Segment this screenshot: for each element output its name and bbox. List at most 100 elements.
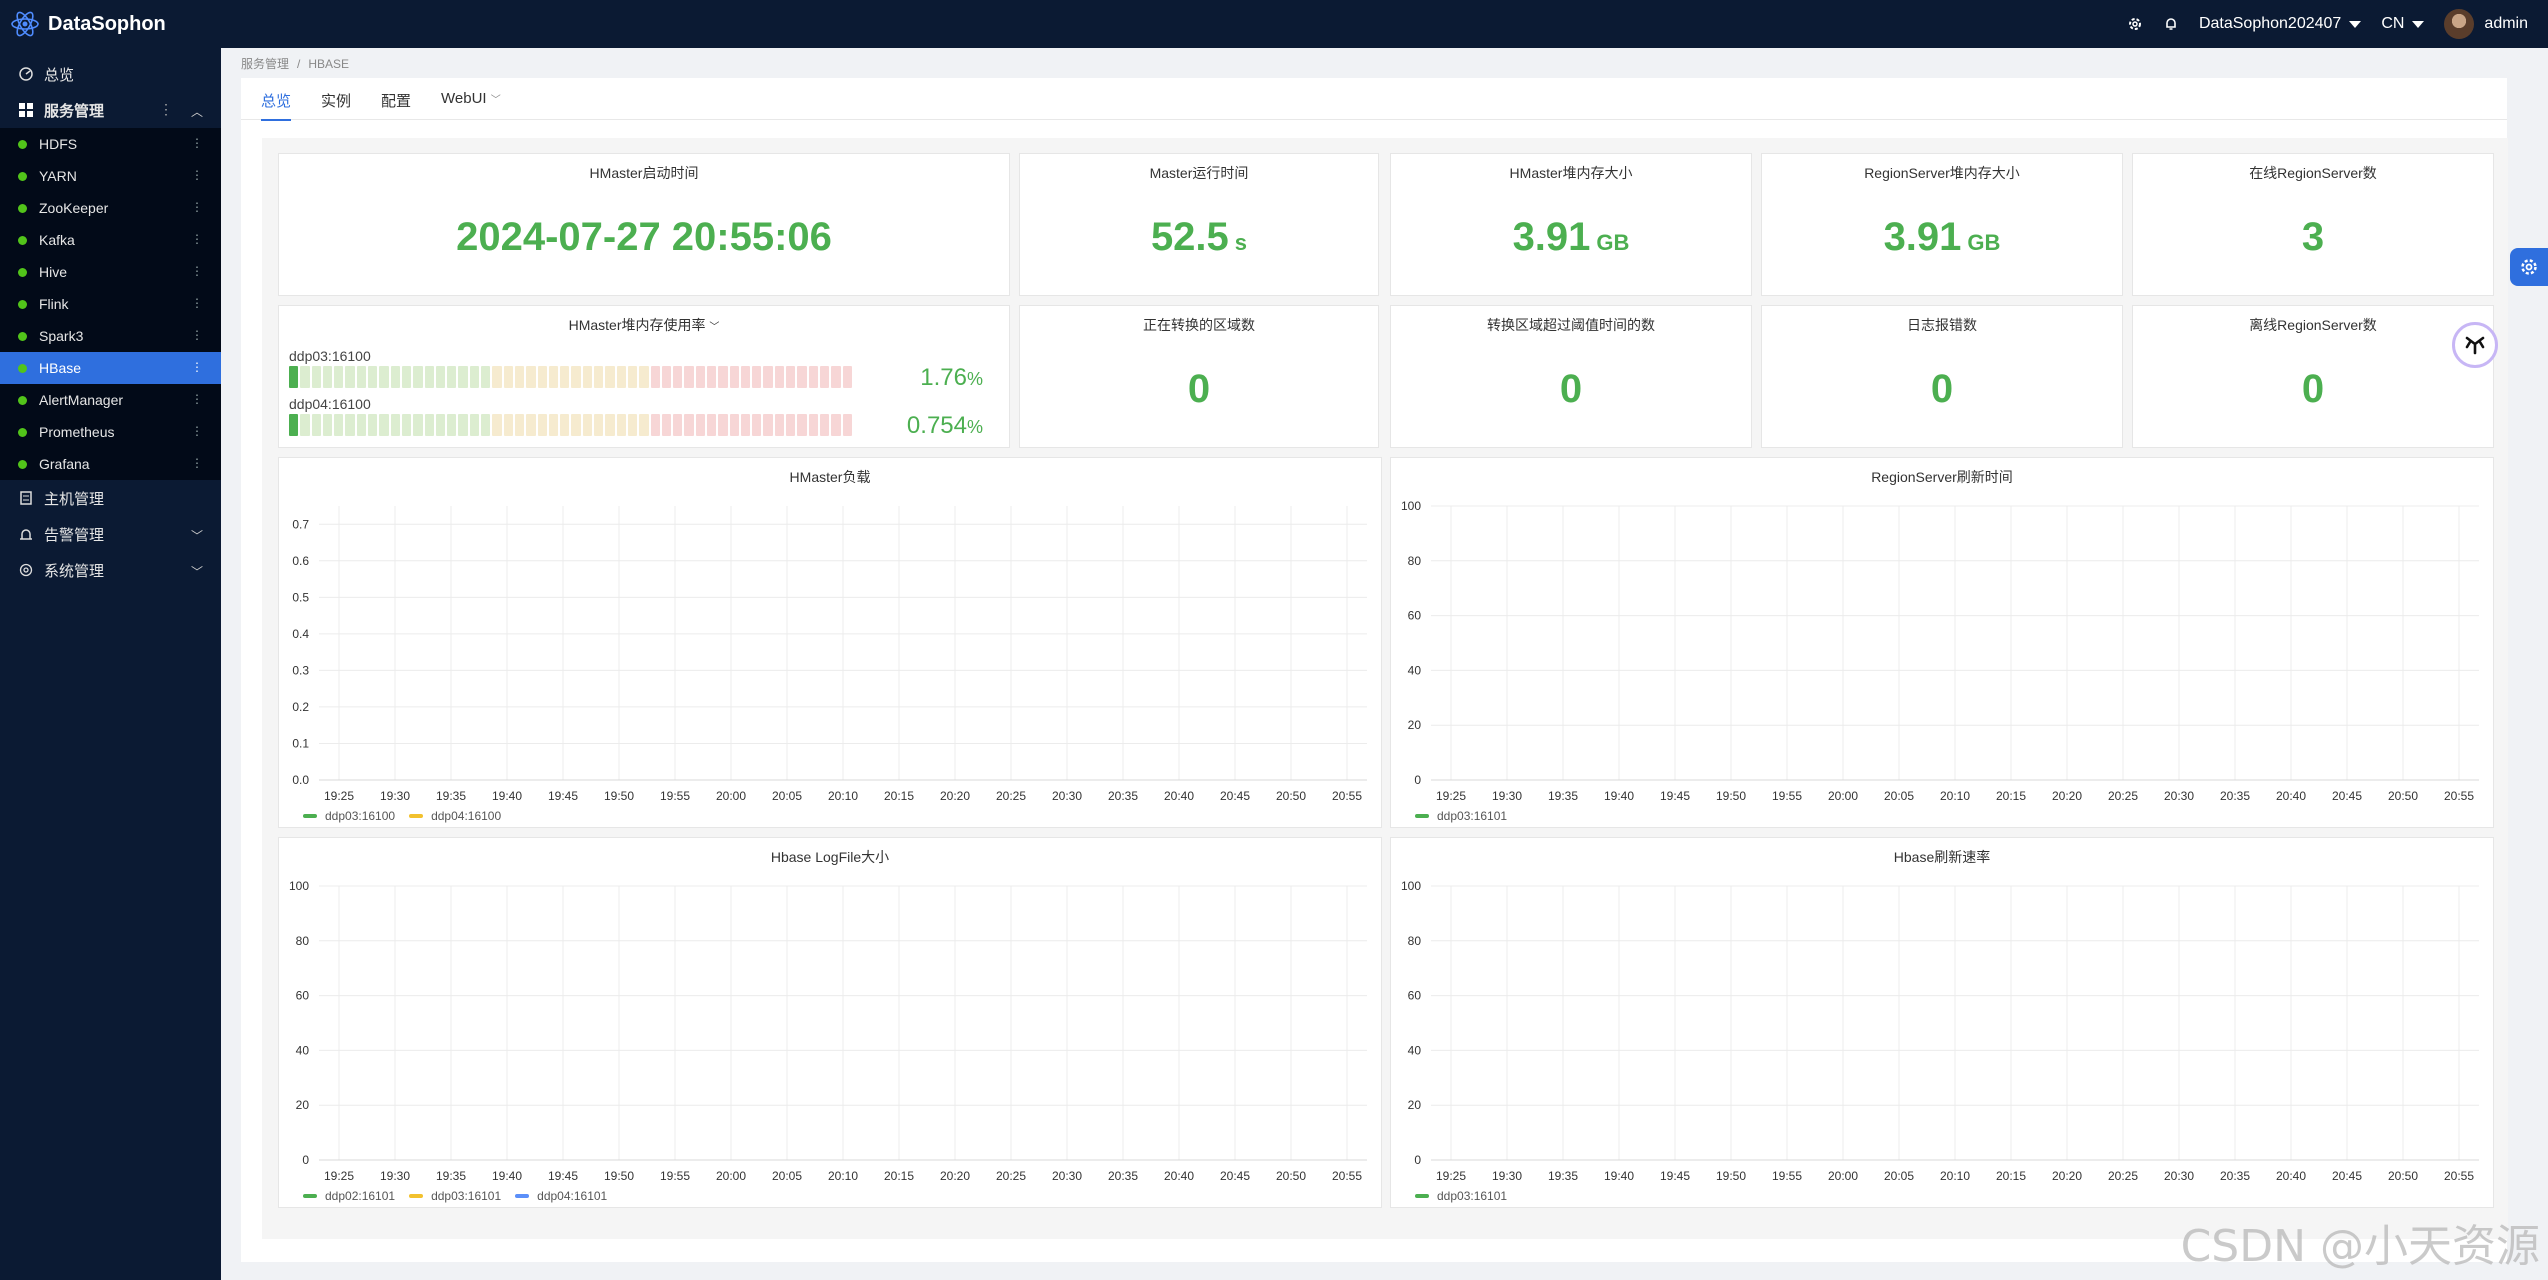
bar-segment xyxy=(356,414,367,436)
legend-item[interactable]: ddp04:16101 xyxy=(515,1189,607,1203)
y-tick-label: 0.0 xyxy=(292,773,309,787)
bell-icon[interactable] xyxy=(2163,16,2179,32)
more-vertical-icon[interactable]: ⋮ xyxy=(191,424,203,438)
bar-segment xyxy=(661,366,672,388)
sidebar-item-zookeeper[interactable]: ZooKeeper ⋮ xyxy=(0,192,221,224)
breadcrumb-parent[interactable]: 服务管理 xyxy=(241,57,290,71)
more-vertical-icon[interactable]: ⋮ xyxy=(191,392,203,406)
app-logo[interactable]: DataSophon xyxy=(0,9,221,39)
status-dot xyxy=(18,299,27,309)
cluster-selector[interactable]: DataSophon202407 xyxy=(2199,15,2362,33)
assistant-button[interactable] xyxy=(2452,322,2498,368)
active-tab-indicator xyxy=(261,119,291,121)
legend-label: ddp04:16101 xyxy=(537,1189,608,1203)
chart-legend[interactable]: ddp03:16101 xyxy=(1415,1189,1521,1203)
stat-number: 52.5 xyxy=(1150,215,1229,259)
x-tick-label: 20:00 xyxy=(1828,1169,1858,1183)
sidebar-item-spark3[interactable]: Spark3 ⋮ xyxy=(0,320,221,352)
chart-title: HMaster负载 xyxy=(789,469,871,485)
stat-value: 2024-07-27 20:55:06 xyxy=(456,215,832,259)
bar-segment xyxy=(537,414,547,436)
more-vertical-icon[interactable]: ⋮ xyxy=(191,360,203,374)
x-tick-label: 20:15 xyxy=(884,1169,914,1183)
bar-segment xyxy=(526,366,536,388)
service-label: Grafana xyxy=(39,456,90,472)
sidebar-item-prometheus[interactable]: Prometheus ⋮ xyxy=(0,416,221,448)
sidebar-item-flink[interactable]: Flink ⋮ xyxy=(0,288,221,320)
status-dot xyxy=(18,363,27,373)
x-tick-label: 19:25 xyxy=(324,789,354,803)
sidebar-item-label: 告警管理 xyxy=(44,526,105,544)
legend-item[interactable]: ddp03:16101 xyxy=(409,1189,501,1203)
bar-segment xyxy=(571,414,581,436)
card-title: RegionServer堆内存大小 xyxy=(1864,165,2020,181)
sidebar-item-hive[interactable]: Hive ⋮ xyxy=(0,256,221,288)
tab-webui[interactable]: WebUI ﹀ xyxy=(441,90,501,107)
language-selector[interactable]: CN xyxy=(2381,15,2425,33)
stat-card-offline-rs: 离线RegionServer数 0 xyxy=(2132,305,2494,448)
x-tick-label: 20:00 xyxy=(1828,789,1858,803)
more-vertical-icon[interactable]: ⋮ xyxy=(191,200,203,214)
sidebar-item-overview[interactable]: 总览 xyxy=(0,56,221,92)
bar-value: 1.76% xyxy=(920,364,983,392)
chart-legend[interactable]: ddp03:16100 ddp04:16100 xyxy=(303,809,515,823)
legend-label: ddp04:16100 xyxy=(431,809,502,823)
more-vertical-icon[interactable]: ⋮ xyxy=(159,101,173,117)
more-vertical-icon[interactable]: ⋮ xyxy=(191,456,203,470)
more-vertical-icon[interactable]: ⋮ xyxy=(191,168,203,182)
sidebar-item-host-management[interactable]: 主机管理 xyxy=(0,480,221,516)
sidebar-item-system-management[interactable]: 系统管理 ﹀ xyxy=(0,552,221,588)
breadcrumb: 服务管理 / HBASE xyxy=(241,57,350,71)
sidebar-item-alert-management[interactable]: 告警管理 ﹀ xyxy=(0,516,221,552)
chart-legend[interactable]: ddp02:16101 ddp03:16101 ddp04:16101 xyxy=(303,1189,621,1203)
sidebar-item-grafana[interactable]: Grafana ⋮ xyxy=(0,448,221,480)
sidebar-item-yarn[interactable]: YARN ⋮ xyxy=(0,160,221,192)
chevron-down-icon[interactable]: ﹀ xyxy=(190,529,203,543)
legend-item[interactable]: ddp04:16100 xyxy=(409,809,501,823)
chart-plot: 0 20 40 60 80 100 19:25 19:30 19:35 19:40 19:45 19:… xyxy=(1401,879,2479,1183)
bar-segment xyxy=(435,366,446,388)
x-tick-label: 20:05 xyxy=(1884,1169,1914,1183)
sidebar-item-service-management[interactable]: 服务管理 ⋮ ︿ xyxy=(0,92,221,128)
x-tick-label: 20:50 xyxy=(2388,1169,2418,1183)
sidebar-item-label: 服务管理 xyxy=(44,102,105,120)
more-vertical-icon[interactable]: ⋮ xyxy=(191,296,203,310)
settings-drawer-button[interactable] xyxy=(2510,248,2548,286)
bar-segment xyxy=(605,366,615,388)
legend-item[interactable]: ddp03:16100 xyxy=(303,809,395,823)
legend-item[interactable]: ddp03:16101 xyxy=(1415,809,1507,823)
chevron-down-icon[interactable]: ﹀ xyxy=(190,565,203,579)
user-menu[interactable]: admin xyxy=(2444,9,2528,39)
chevron-up-icon[interactable]: ︿ xyxy=(190,105,203,119)
legend-item[interactable]: ddp02:16101 xyxy=(303,1189,395,1203)
legend-item[interactable]: ddp03:16101 xyxy=(1415,1189,1507,1203)
sidebar-item-kafka[interactable]: Kafka ⋮ xyxy=(0,224,221,256)
bar-segment xyxy=(458,366,468,388)
bar-segment xyxy=(571,366,581,388)
sidebar-item-alertmanager[interactable]: AlertManager ⋮ xyxy=(0,384,221,416)
chart-legend[interactable]: ddp03:16101 xyxy=(1415,809,1521,823)
status-dot xyxy=(18,203,27,213)
tab-config[interactable]: 配置 xyxy=(381,93,412,110)
bar-segment xyxy=(413,366,423,388)
bar-segment xyxy=(819,366,830,388)
sidebar-item-hdfs[interactable]: HDFS ⋮ xyxy=(0,128,221,160)
bar-segment xyxy=(729,366,739,388)
more-vertical-icon[interactable]: ⋮ xyxy=(191,328,203,342)
tab-overview[interactable]: 总览 xyxy=(261,93,292,110)
card-title[interactable]: HMaster堆内存使用率 ﹀ xyxy=(279,315,1009,335)
settings-icon[interactable] xyxy=(2127,16,2143,32)
sidebar-item-hbase[interactable]: HBase ⋮ xyxy=(0,352,221,384)
bar-segment xyxy=(594,366,604,388)
more-vertical-icon[interactable]: ⋮ xyxy=(191,232,203,246)
x-tick-label: 20:35 xyxy=(1108,789,1138,803)
tab-instances[interactable]: 实例 xyxy=(321,93,352,110)
more-vertical-icon[interactable]: ⋮ xyxy=(191,264,203,278)
status-dot xyxy=(18,331,27,341)
caret-down-icon xyxy=(2412,20,2425,28)
service-list: HDFS ⋮ YARN ⋮ ZooKeeper ⋮ Kafka ⋮ Hive ⋮ Flin… xyxy=(0,128,221,480)
more-vertical-icon[interactable]: ⋮ xyxy=(191,136,203,150)
bar-segment xyxy=(289,366,299,388)
chevron-down-icon: ﹀ xyxy=(490,95,501,106)
sidebar-item-label: 主机管理 xyxy=(44,490,105,508)
